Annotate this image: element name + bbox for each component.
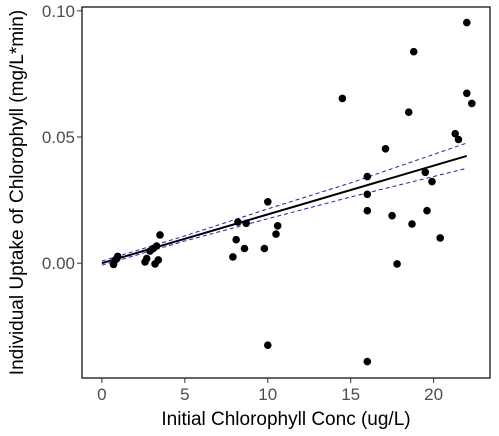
plot-background — [82, 7, 490, 378]
data-point — [338, 94, 347, 103]
data-point — [229, 253, 237, 261]
data-point — [272, 230, 280, 238]
data-point — [381, 145, 390, 153]
data-point — [264, 341, 272, 350]
x-tick-label: 10 — [258, 385, 277, 404]
plot-frame — [81, 6, 491, 379]
x-tick-label: 0 — [97, 385, 106, 404]
data-point — [408, 220, 416, 228]
data-point — [113, 252, 122, 261]
data-points — [109, 18, 476, 366]
data-point — [463, 89, 471, 98]
data-point — [451, 129, 460, 138]
data-point — [454, 135, 463, 144]
x-tick-label: 5 — [180, 385, 189, 404]
data-point — [421, 168, 430, 177]
data-point — [423, 206, 431, 215]
data-point — [363, 206, 372, 215]
data-point — [388, 211, 396, 220]
y-tick-label: 0.00 — [42, 254, 75, 273]
regression-line-group — [101, 154, 468, 265]
y-tick-label: 0.05 — [42, 128, 75, 147]
regression-line — [101, 154, 468, 265]
data-point — [404, 108, 413, 116]
data-point — [234, 218, 242, 226]
x-axis-title: Initial Chlorophyll Conc (ug/L) — [161, 409, 410, 430]
x-axis: 0 5 10 15 20 — [97, 378, 443, 404]
data-point — [264, 198, 272, 206]
data-point — [240, 244, 249, 253]
data-point — [363, 172, 372, 181]
y-axis-title: Individual Uptake of Chlorophyll (mg/L*m… — [7, 10, 28, 375]
data-point — [154, 256, 163, 264]
data-point — [156, 231, 164, 239]
data-point — [468, 99, 476, 108]
y-axis: 0.00 0.05 0.10 — [42, 2, 82, 273]
data-point — [242, 219, 250, 228]
data-point — [273, 222, 282, 230]
data-point — [152, 242, 161, 250]
y-tick-label: 0.10 — [42, 2, 75, 21]
data-point — [232, 235, 240, 244]
data-point — [260, 244, 269, 253]
data-point — [363, 357, 372, 366]
data-point — [142, 254, 151, 263]
data-point — [463, 18, 471, 27]
data-point — [409, 47, 418, 56]
x-tick-label: 20 — [424, 385, 443, 404]
data-point — [363, 190, 372, 199]
x-tick-label: 15 — [341, 385, 360, 404]
data-point — [436, 234, 445, 242]
data-point — [428, 177, 436, 186]
data-point — [393, 260, 401, 268]
